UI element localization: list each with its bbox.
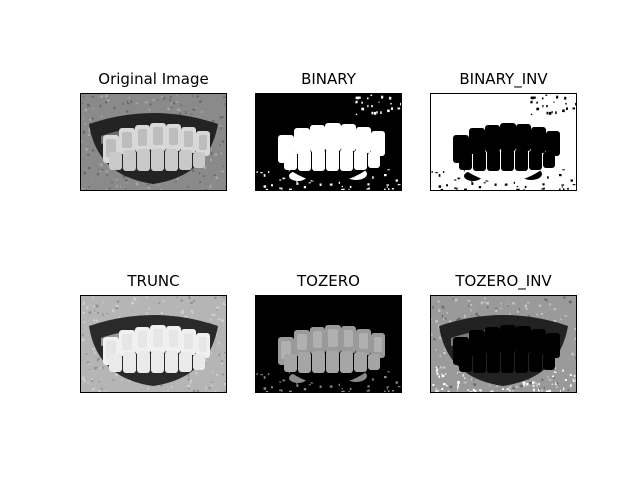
panel-title: BINARY bbox=[301, 70, 356, 88]
panel-title: TOZERO bbox=[297, 272, 360, 290]
image-binary bbox=[255, 93, 402, 191]
panel-title: Original Image bbox=[98, 70, 209, 88]
image-original bbox=[80, 93, 227, 191]
panel-title: TOZERO_INV bbox=[455, 272, 552, 290]
image-tozero bbox=[255, 295, 402, 393]
image-trunc bbox=[80, 295, 227, 393]
panel-title: TRUNC bbox=[127, 272, 180, 290]
image-binary-inv bbox=[430, 93, 577, 191]
image-tozero-inv bbox=[430, 295, 577, 393]
panel-title: BINARY_INV bbox=[459, 70, 548, 88]
